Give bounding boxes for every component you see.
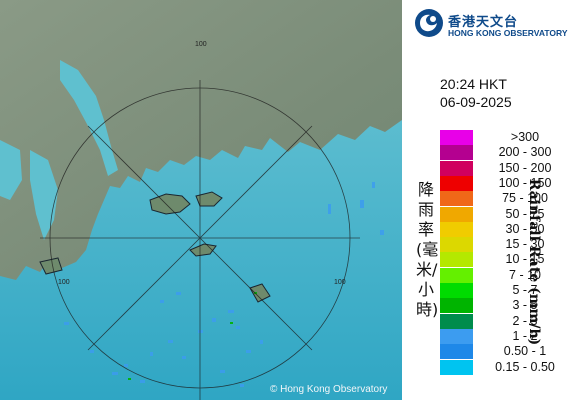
mainland [0,0,402,280]
scale-label: >300 [510,130,540,144]
hk-island [195,191,223,207]
scale-row: 100 - 150 [440,175,577,191]
scale-label: 150 - 200 [498,160,552,175]
scale-swatch [440,237,473,253]
scale-row: 0.50 - 1 [440,344,577,360]
org-name-zh: 香港天文台 [448,15,519,30]
scale-row: 10 - 15 [440,252,577,268]
scale-swatch [440,221,473,237]
scale-swatch [440,145,473,161]
range-ring-label-east: 100 [334,279,346,286]
scale-swatch [440,175,473,191]
range-rings [40,80,360,400]
scale-label: 10 - 15 [505,252,545,267]
radar-map: 100 100 100 © Hong Kong Observatory [0,0,402,400]
scale-label: 200 - 300 [498,145,552,160]
rainfall-rate-label-zh: 降雨率(毫米/小時) [416,180,439,319]
scale-swatch [440,206,473,222]
scale-row: 5 - 7 [440,283,577,298]
scale-swatch [440,328,473,344]
scale-label: 0.50 - 1 [503,344,547,359]
copyright-notice: © Hong Kong Observatory [270,384,388,395]
estuary [60,60,118,176]
range-ring-label-west: 100 [58,279,70,286]
rainfall-rate-label-en: Rainfall Rate (mm/h) [526,178,542,346]
scale-row: 7 - 10 [440,267,577,283]
scale-row: 2 - 3 [440,313,577,329]
scale-label: 5 - 7 [512,283,538,297]
scale-swatch [440,191,473,207]
radar-map-image: 100 100 100 [0,0,402,400]
scale-swatch [440,359,473,375]
scale-label: 1 - 2 [512,328,538,343]
scale-swatch [440,313,473,329]
scale-row: 50 - 75 [440,206,577,222]
scale-swatch [440,298,473,314]
scale-row: 15 - 30 [440,237,577,253]
org-name-en: HONG KONG OBSERVATORY [448,28,568,38]
scale-swatch [440,252,473,268]
scale-label: 2 - 3 [512,313,538,328]
scale-label: 100 - 150 [498,175,552,190]
scale-swatch [440,283,473,298]
scale-row: 30 - 50 [440,221,577,237]
scale-label: 30 - 50 [505,221,545,236]
scale-row: 200 - 300 [440,145,577,161]
rain-echoes [64,182,384,387]
scale-label: 75 - 100 [502,191,548,206]
scale-label: 0.15 - 0.50 [495,359,555,374]
scale-row: 0.15 - 0.50 [440,359,577,375]
scale-swatch [440,160,473,176]
scale-row: 150 - 200 [440,160,577,176]
scale-swatch [440,267,473,283]
scale-row: 1 - 2 [440,328,577,344]
scale-row: 3 - 5 [440,298,577,314]
scale-swatch [440,130,473,145]
observatory-emblem-icon [415,9,443,37]
scale-label: 15 - 30 [505,237,545,252]
scale-swatch [440,344,473,360]
observation-date: 06-09-2025 [440,94,512,110]
observation-time: 20:24 HKT [440,76,507,92]
lantau-island [149,193,191,215]
scale-label: 3 - 5 [512,298,538,313]
legend-panel: 香港天文台 HONG KONG OBSERVATORY 20:24 HKT 06… [402,0,577,400]
scale-row: 75 - 100 [440,191,577,207]
scale-label: 50 - 75 [505,206,545,221]
observatory-logo: 香港天文台 HONG KONG OBSERVATORY [414,8,574,38]
scale-label: 7 - 10 [509,267,541,282]
range-ring-label-north: 100 [195,41,207,48]
scale-row: >300 [440,130,577,145]
